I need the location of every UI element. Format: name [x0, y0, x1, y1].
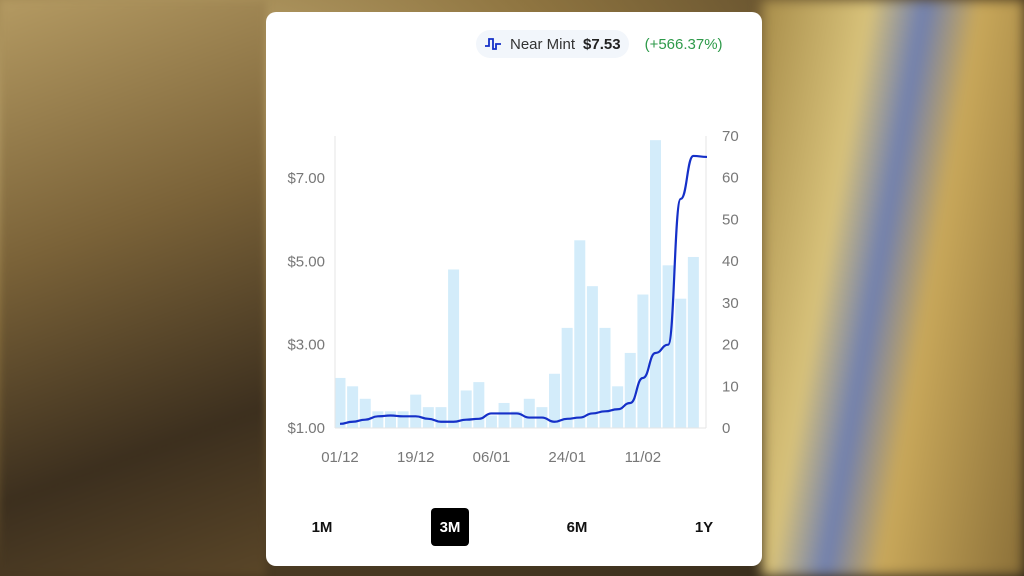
volume-bar — [586, 286, 598, 428]
x-axis-tick: 24/01 — [548, 449, 586, 466]
right-axis-tick: 20 — [722, 337, 739, 354]
background-left — [0, 0, 266, 576]
legend-label: Near Mint — [510, 35, 576, 53]
price-change: (+566.37%) — [644, 35, 723, 53]
volume-bar — [650, 140, 661, 428]
current-price: $7.53 — [583, 35, 621, 53]
volume-bar — [662, 265, 674, 428]
left-axis-tick: $7.00 — [287, 170, 325, 187]
right-axis-tick: 50 — [722, 211, 739, 228]
volume-bar — [687, 256, 699, 428]
volume-bar — [384, 411, 396, 428]
right-axis-tick: 10 — [722, 378, 739, 395]
left-axis-tick: $1.00 — [287, 420, 325, 437]
volume-bar — [612, 386, 624, 428]
x-axis-tick: 01/12 — [321, 449, 359, 466]
volume-bar — [334, 377, 346, 428]
range-tab-3m[interactable]: 3M — [431, 508, 469, 546]
legend: Near Mint $7.53 (+566.37%) — [476, 30, 723, 58]
volume-bar — [511, 411, 523, 428]
background-right — [762, 0, 1024, 576]
volume-bar — [359, 398, 371, 428]
x-axis-tick: 06/01 — [473, 449, 511, 466]
volume-bar — [549, 373, 561, 428]
volume-bar — [372, 411, 384, 428]
volume-bar — [574, 240, 586, 428]
volume-bar — [460, 390, 472, 428]
range-tab-1m[interactable]: 1M — [311, 518, 333, 536]
left-axis-tick: $3.00 — [287, 337, 325, 354]
step-line-icon — [485, 38, 501, 50]
right-axis-tick: 70 — [722, 128, 739, 145]
volume-bar — [435, 407, 447, 428]
volume-bar — [397, 411, 409, 428]
x-axis-tick: 19/12 — [397, 449, 435, 466]
volume-bar — [675, 298, 687, 428]
price-chart-card — [266, 12, 762, 566]
right-axis-tick: 30 — [722, 295, 739, 312]
range-tab-6m[interactable]: 6M — [566, 518, 588, 536]
volume-bar — [485, 415, 497, 428]
price-line — [339, 154, 708, 425]
right-axis-tick: 0 — [722, 420, 730, 437]
volume-bar — [473, 382, 485, 428]
legend-series-pill[interactable]: Near Mint $7.53 — [476, 30, 629, 58]
volume-bar — [448, 269, 460, 428]
volume-bar — [561, 327, 573, 428]
x-axis-tick: 11/02 — [625, 449, 661, 466]
volume-bar — [599, 327, 611, 428]
left-axis-tick: $5.00 — [287, 253, 325, 270]
volume-bar — [523, 398, 535, 428]
volume-bar — [498, 402, 510, 428]
volume-bar — [410, 394, 422, 428]
volume-bar — [637, 294, 649, 428]
right-axis-tick: 40 — [722, 253, 739, 270]
volume-bar — [347, 386, 359, 428]
range-tab-1y[interactable]: 1Y — [694, 518, 714, 536]
volume-bar — [422, 407, 434, 428]
right-axis-tick: 60 — [722, 170, 739, 187]
volume-bar — [624, 352, 636, 428]
